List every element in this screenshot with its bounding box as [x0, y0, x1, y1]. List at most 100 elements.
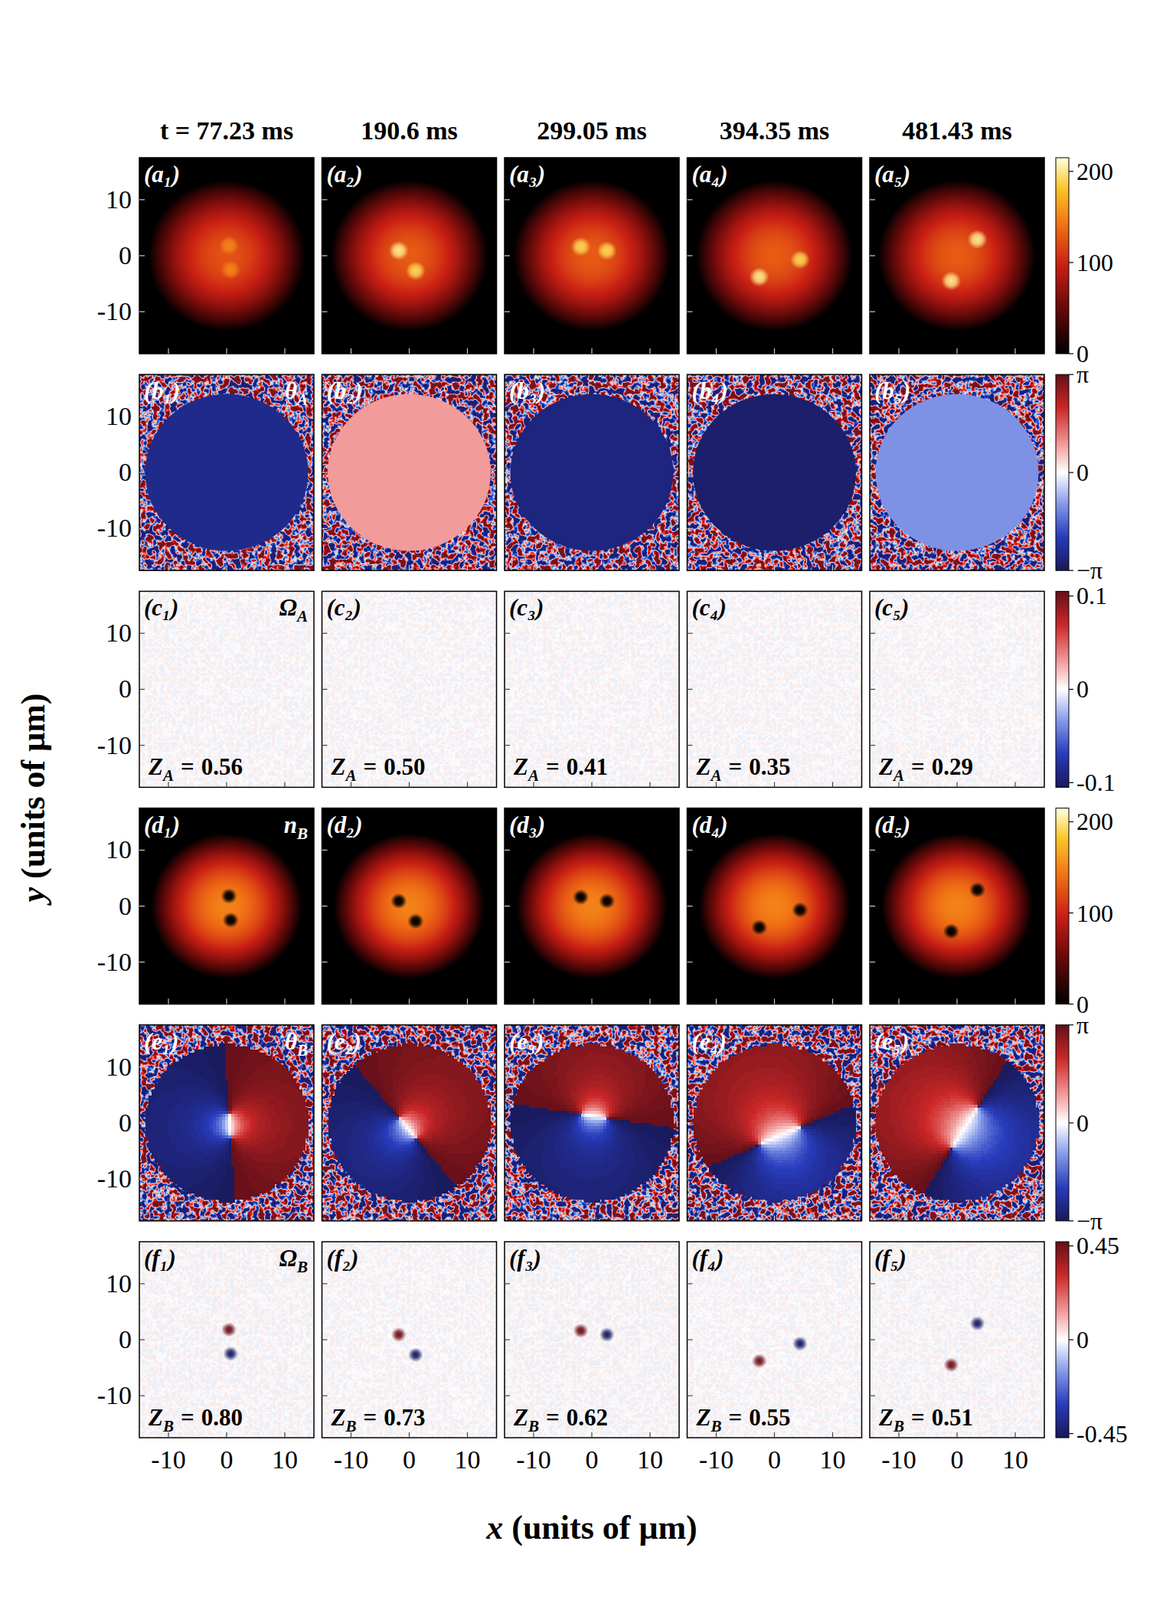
- panel-label: (b₃): [509, 377, 546, 405]
- y-tick: [139, 254, 145, 256]
- y-tick: [139, 1339, 145, 1340]
- background: [139, 157, 314, 354]
- z-sub: A: [343, 766, 357, 785]
- panel-label: (e₃): [509, 1028, 544, 1056]
- panel: [687, 374, 863, 571]
- y-tick: [687, 633, 693, 634]
- cloud-density: [516, 833, 668, 980]
- quantity-label: θA: [284, 377, 308, 409]
- phase-cells: [599, 1110, 604, 1115]
- panel-label: (e₄): [692, 1028, 727, 1056]
- cloud-density: [881, 833, 1033, 980]
- x-tick: [225, 348, 227, 354]
- y-tick: [869, 633, 876, 634]
- phase-cells: [590, 1120, 601, 1124]
- z-relation: =: [728, 753, 742, 781]
- colorbar-tick: [1068, 261, 1074, 263]
- x-tick: [832, 781, 834, 788]
- x-tick-label: 0: [402, 1445, 416, 1474]
- panel-frame: [869, 1241, 1045, 1438]
- x-tick: [649, 1215, 651, 1222]
- z-label: ZB=0.62: [512, 1404, 608, 1436]
- y-tick: [322, 415, 328, 417]
- vortex-core: [969, 882, 986, 898]
- panel: [504, 808, 680, 1005]
- colorbar-tick: [1068, 472, 1074, 474]
- z-relation: =: [911, 1404, 925, 1431]
- panel-label: (b₄): [692, 377, 729, 405]
- phase-cells: [584, 1110, 601, 1115]
- vorticity-speckle: [869, 591, 1045, 788]
- quantity-symbol: Ω: [279, 594, 298, 621]
- vortex-core: [222, 912, 239, 928]
- vorticity-speckle: [139, 591, 314, 788]
- density-spot: [218, 235, 239, 255]
- y-tick: [504, 254, 510, 256]
- colorbar: [1055, 157, 1069, 354]
- vorticity-spot: [391, 1327, 407, 1343]
- x-tick: [225, 1215, 227, 1222]
- y-tick: [322, 254, 328, 256]
- phase-field: [145, 1043, 309, 1204]
- phase-cells: [587, 1104, 601, 1109]
- y-tick: [504, 415, 510, 417]
- colorbar-label: π: [1076, 360, 1089, 389]
- phase-noise: [504, 1025, 680, 1222]
- y-tick: [869, 1395, 876, 1397]
- colorbar: [1055, 1025, 1069, 1222]
- y-tick: [687, 1339, 693, 1340]
- colorbar-label: 100: [1076, 248, 1114, 277]
- x-tick: [649, 999, 651, 1005]
- phase-noise: [139, 1025, 314, 1222]
- panel: [869, 374, 1045, 571]
- colorbar-tick: [1068, 782, 1074, 784]
- x-tick: [284, 1432, 285, 1438]
- phase-cells: [368, 1117, 419, 1164]
- phase-cells: [593, 1117, 607, 1121]
- colorbar-label: 0: [1076, 1109, 1089, 1137]
- y-tick: [504, 849, 510, 851]
- panel-frame: [322, 374, 497, 571]
- z-label: ZB=0.51: [878, 1404, 974, 1436]
- y-tick: [869, 1066, 876, 1068]
- panel-frame: [504, 374, 680, 571]
- density-spot: [571, 237, 592, 257]
- x-tick-label: -10: [333, 1445, 369, 1474]
- panel-label: (a₁): [143, 160, 180, 188]
- quantity-sub: B: [296, 1257, 308, 1277]
- cloud-density: [333, 833, 486, 980]
- phase-cells: [225, 1117, 229, 1134]
- phase-noise: [869, 374, 1045, 571]
- y-tick-label: -10: [97, 1164, 132, 1193]
- phase-cells: [587, 1110, 598, 1115]
- z-symbol: Z: [695, 1404, 712, 1431]
- background: [504, 808, 680, 1005]
- x-tick: [898, 565, 899, 571]
- phase-cells: [237, 1123, 242, 1131]
- phase-cells: [222, 1113, 229, 1137]
- colorbar: [1055, 808, 1069, 1005]
- panel: [869, 1025, 1045, 1222]
- z-label: ZA=0.29: [878, 753, 974, 785]
- background: [504, 157, 680, 354]
- phase-cells: [228, 1129, 232, 1134]
- vortex-core: [598, 893, 615, 909]
- phase-cells: [590, 1104, 598, 1109]
- background: [869, 1241, 1045, 1438]
- panel: [869, 591, 1045, 788]
- panel-label: (b₂): [326, 377, 363, 405]
- x-tick: [715, 1215, 717, 1222]
- background: [869, 808, 1045, 1005]
- y-tick-label: 10: [105, 618, 132, 647]
- phase-cells: [584, 1113, 589, 1118]
- y-tick: [504, 1339, 510, 1340]
- panel-frame: [687, 1025, 863, 1222]
- density-spot: [220, 260, 241, 280]
- x-tick: [591, 999, 592, 1005]
- x-tick-label: 10: [454, 1445, 481, 1474]
- quantity-sub: A: [295, 390, 308, 409]
- phase-cells: [693, 1061, 842, 1149]
- phase-noise: [504, 374, 680, 571]
- panel-label: (d₄): [692, 811, 729, 839]
- y-tick: [504, 472, 510, 474]
